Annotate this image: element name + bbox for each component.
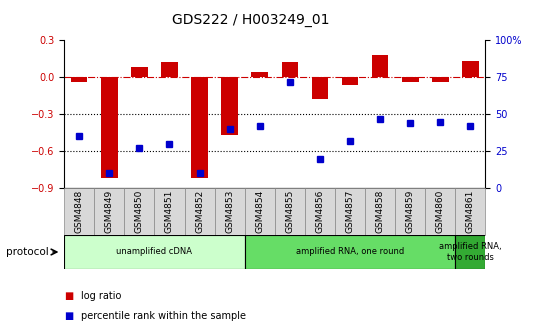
FancyBboxPatch shape (365, 188, 395, 235)
FancyBboxPatch shape (245, 188, 275, 235)
FancyBboxPatch shape (275, 188, 305, 235)
FancyBboxPatch shape (425, 188, 455, 235)
Text: amplified RNA,
two rounds: amplified RNA, two rounds (439, 242, 502, 262)
FancyBboxPatch shape (64, 188, 94, 235)
Text: GSM4850: GSM4850 (135, 190, 144, 234)
Bar (282, 62, 298, 77)
Text: GSM4858: GSM4858 (376, 190, 384, 234)
Text: GSM4853: GSM4853 (225, 190, 234, 234)
FancyBboxPatch shape (455, 188, 485, 235)
Bar (341, 77, 358, 85)
FancyBboxPatch shape (245, 235, 455, 269)
FancyBboxPatch shape (155, 188, 185, 235)
Bar (432, 77, 449, 82)
Text: GSM4854: GSM4854 (255, 190, 264, 233)
Bar (71, 77, 88, 82)
Bar (252, 72, 268, 77)
Bar (312, 77, 328, 99)
Bar (372, 55, 388, 77)
Text: GSM4859: GSM4859 (406, 190, 415, 234)
Text: GSM4852: GSM4852 (195, 190, 204, 233)
Text: log ratio: log ratio (81, 291, 121, 301)
Text: GSM4855: GSM4855 (285, 190, 295, 234)
Text: GSM4857: GSM4857 (345, 190, 354, 234)
Text: GSM4856: GSM4856 (315, 190, 324, 234)
Bar (462, 61, 479, 77)
Text: GSM4851: GSM4851 (165, 190, 174, 234)
FancyBboxPatch shape (335, 188, 365, 235)
FancyBboxPatch shape (215, 188, 245, 235)
Bar (191, 77, 208, 178)
Bar (101, 77, 118, 178)
Text: ■: ■ (64, 311, 74, 321)
Bar (222, 77, 238, 135)
Text: amplified RNA, one round: amplified RNA, one round (296, 248, 404, 256)
FancyBboxPatch shape (64, 235, 245, 269)
FancyBboxPatch shape (94, 188, 124, 235)
Text: percentile rank within the sample: percentile rank within the sample (81, 311, 246, 321)
Text: GDS222 / H003249_01: GDS222 / H003249_01 (172, 13, 330, 28)
Text: GSM4849: GSM4849 (105, 190, 114, 233)
FancyBboxPatch shape (124, 188, 155, 235)
FancyBboxPatch shape (305, 188, 335, 235)
Text: protocol: protocol (6, 247, 49, 257)
Bar (402, 77, 418, 82)
FancyBboxPatch shape (455, 235, 485, 269)
Bar (161, 62, 178, 77)
Bar (131, 68, 148, 77)
Text: GSM4860: GSM4860 (436, 190, 445, 234)
Text: unamplified cDNA: unamplified cDNA (117, 248, 193, 256)
Text: GSM4861: GSM4861 (466, 190, 475, 234)
FancyBboxPatch shape (185, 188, 215, 235)
FancyBboxPatch shape (395, 188, 425, 235)
Text: GSM4848: GSM4848 (75, 190, 84, 233)
Text: ■: ■ (64, 291, 74, 301)
